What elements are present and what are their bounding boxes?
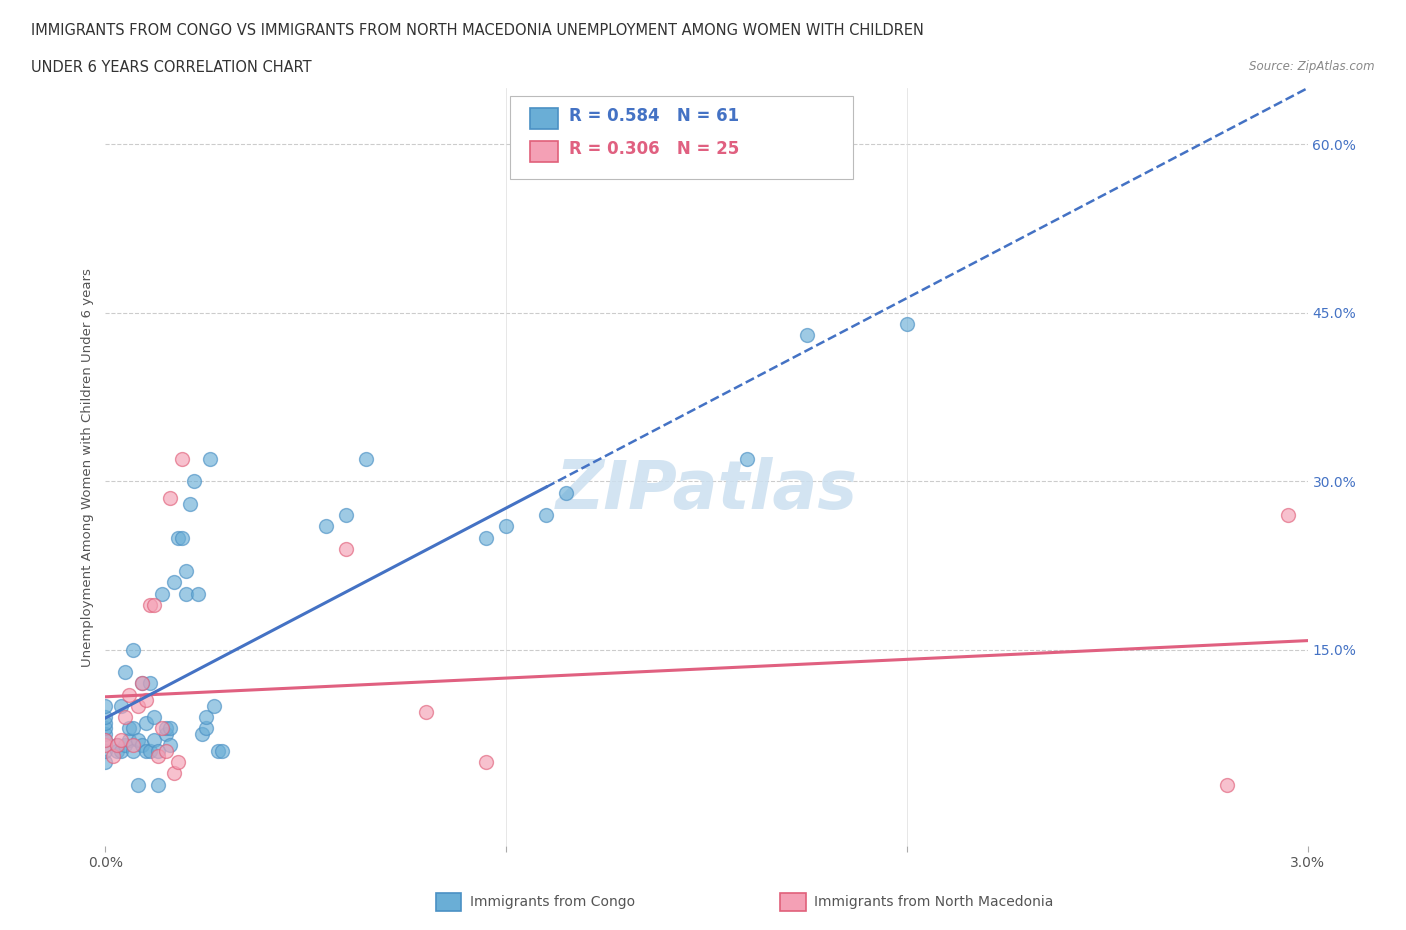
Point	[495, 519, 517, 534]
Point	[138, 676, 160, 691]
Point	[131, 737, 153, 752]
Point	[159, 491, 181, 506]
Point	[146, 777, 169, 792]
Point	[159, 737, 181, 752]
Point	[138, 743, 160, 758]
Point	[135, 715, 157, 730]
Text: IMMIGRANTS FROM CONGO VS IMMIGRANTS FROM NORTH MACEDONIA UNEMPLOYMENT AMONG WOME: IMMIGRANTS FROM CONGO VS IMMIGRANTS FROM…	[31, 23, 924, 38]
Point	[94, 721, 117, 736]
Point	[138, 597, 160, 612]
Point	[127, 732, 149, 747]
Point	[159, 721, 181, 736]
Point	[896, 317, 918, 332]
Point	[114, 737, 136, 752]
Point	[135, 693, 157, 708]
Point	[94, 726, 117, 741]
Point	[335, 508, 357, 523]
Point	[162, 766, 184, 781]
Point	[142, 597, 165, 612]
Point	[127, 777, 149, 792]
Point	[150, 721, 173, 736]
Point	[94, 732, 117, 747]
Point	[150, 586, 173, 601]
Point	[170, 530, 193, 545]
Text: UNDER 6 YEARS CORRELATION CHART: UNDER 6 YEARS CORRELATION CHART	[31, 60, 312, 75]
Point	[110, 743, 132, 758]
Point	[194, 721, 217, 736]
Point	[94, 710, 117, 724]
Point	[127, 698, 149, 713]
Point	[110, 698, 132, 713]
Point	[94, 743, 117, 758]
Point	[118, 732, 141, 747]
Point	[114, 665, 136, 680]
Point	[796, 328, 818, 343]
Text: Immigrants from Congo: Immigrants from Congo	[470, 895, 634, 910]
Point	[94, 737, 117, 752]
Text: ZIPatlas: ZIPatlas	[555, 457, 858, 523]
Point	[114, 710, 136, 724]
Point	[155, 721, 177, 736]
Point	[94, 754, 117, 769]
Point	[202, 698, 225, 713]
Point	[103, 749, 125, 764]
Point	[190, 726, 212, 741]
Point	[110, 732, 132, 747]
Point	[162, 575, 184, 590]
Point	[122, 743, 145, 758]
Point	[131, 676, 153, 691]
Point	[170, 451, 193, 466]
Point	[475, 754, 498, 769]
Text: R = 0.584   N = 61: R = 0.584 N = 61	[569, 107, 740, 126]
Point	[118, 687, 141, 702]
Point	[146, 749, 169, 764]
Point	[166, 754, 188, 769]
Point	[1216, 777, 1239, 792]
Point	[211, 743, 233, 758]
Point	[475, 530, 498, 545]
Point	[94, 698, 117, 713]
Point	[354, 451, 377, 466]
Point	[122, 721, 145, 736]
Point	[194, 710, 217, 724]
Text: Immigrants from North Macedonia: Immigrants from North Macedonia	[814, 895, 1053, 910]
Point	[146, 743, 169, 758]
Y-axis label: Unemployment Among Women with Children Under 6 years: Unemployment Among Women with Children U…	[82, 268, 94, 667]
Point	[555, 485, 578, 500]
Point	[94, 715, 117, 730]
Point	[415, 704, 437, 719]
Point	[94, 732, 117, 747]
Point	[735, 451, 758, 466]
Point	[207, 743, 229, 758]
Point	[183, 474, 205, 489]
Point	[122, 643, 145, 658]
Point	[315, 519, 337, 534]
Point	[107, 737, 129, 752]
Point	[142, 710, 165, 724]
Point	[155, 743, 177, 758]
Point	[131, 676, 153, 691]
Point	[135, 743, 157, 758]
Point	[179, 497, 201, 512]
Point	[166, 530, 188, 545]
Point	[122, 737, 145, 752]
Point	[174, 586, 197, 601]
Point	[198, 451, 221, 466]
Text: Source: ZipAtlas.com: Source: ZipAtlas.com	[1250, 60, 1375, 73]
Point	[142, 732, 165, 747]
Point	[335, 541, 357, 556]
Point	[118, 721, 141, 736]
Point	[534, 508, 557, 523]
Point	[155, 726, 177, 741]
Point	[174, 564, 197, 578]
Point	[187, 586, 209, 601]
Text: R = 0.306   N = 25: R = 0.306 N = 25	[569, 140, 740, 158]
Point	[107, 743, 129, 758]
Point	[107, 737, 129, 752]
Point	[1277, 508, 1299, 523]
